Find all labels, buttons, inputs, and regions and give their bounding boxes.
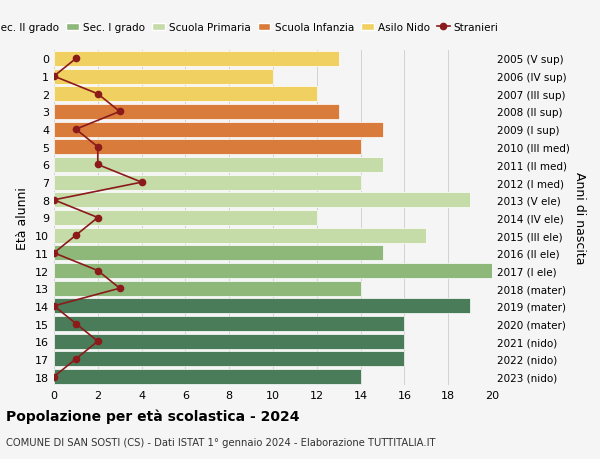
Text: COMUNE DI SAN SOSTI (CS) - Dati ISTAT 1° gennaio 2024 - Elaborazione TUTTITALIA.: COMUNE DI SAN SOSTI (CS) - Dati ISTAT 1°… bbox=[6, 437, 436, 447]
Bar bbox=[54, 69, 273, 84]
Bar bbox=[54, 193, 470, 208]
Bar bbox=[54, 105, 338, 120]
Bar bbox=[54, 157, 383, 173]
Bar bbox=[54, 87, 317, 102]
Bar bbox=[54, 246, 383, 261]
Y-axis label: Anni di nascita: Anni di nascita bbox=[574, 172, 586, 264]
Bar bbox=[54, 140, 361, 155]
Legend: Sec. II grado, Sec. I grado, Scuola Primaria, Scuola Infanzia, Asilo Nido, Stran: Sec. II grado, Sec. I grado, Scuola Prim… bbox=[0, 19, 503, 37]
Y-axis label: Età alunni: Età alunni bbox=[16, 187, 29, 249]
Bar bbox=[54, 52, 338, 67]
Bar bbox=[54, 281, 361, 296]
Bar bbox=[54, 299, 470, 313]
Bar bbox=[54, 228, 426, 243]
Bar bbox=[54, 175, 361, 190]
Bar bbox=[54, 334, 404, 349]
Text: Popolazione per età scolastica - 2024: Popolazione per età scolastica - 2024 bbox=[6, 409, 299, 423]
Bar bbox=[54, 263, 492, 279]
Bar bbox=[54, 123, 383, 137]
Bar bbox=[54, 352, 404, 367]
Bar bbox=[54, 369, 361, 384]
Bar bbox=[54, 211, 317, 225]
Bar bbox=[54, 316, 404, 331]
